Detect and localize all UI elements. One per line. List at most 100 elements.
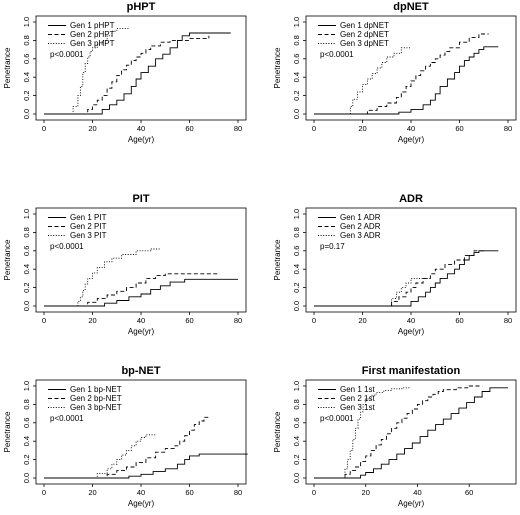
x-tick-label: 0: [312, 488, 316, 497]
legend-entry: Gen 1 bp-NET: [70, 385, 122, 394]
y-tick-label: 1.0: [22, 209, 31, 219]
x-tick-label: 60: [455, 124, 463, 133]
x-tick-label: 60: [465, 488, 473, 497]
x-tick-label: 20: [362, 488, 370, 497]
legend-entry: Gen 2 pHPT: [70, 30, 115, 39]
chart-panel-0: pHPT Penetrance Age(yr) 0.0 0.2 0.4 0.6 0.8 1.0 0…: [3, 1, 247, 144]
series-line-1: [44, 415, 210, 479]
series-line-1: [314, 33, 489, 115]
series-line-0: [314, 46, 499, 115]
p-value-annotation: p<0.0001: [320, 414, 354, 423]
y-tick-label: 0.2: [292, 90, 301, 100]
chart-panel-5: First manifestation Penetrance Age(yr) 0.0 0…: [273, 365, 517, 508]
p-value-annotation: p<0.0001: [320, 50, 354, 59]
y-tick-label: 1.0: [22, 17, 31, 27]
x-tick-label: 60: [455, 316, 463, 325]
plot-frame: [35, 15, 247, 121]
series-line-1: [44, 35, 210, 115]
y-tick-label: 0.8: [292, 35, 301, 45]
series-line-2: [314, 387, 410, 479]
y-tick-label: 1.0: [292, 209, 301, 219]
y-tick-label: 0.8: [22, 35, 31, 45]
x-tick-label: 80: [234, 488, 242, 497]
x-axis-label: Age(yr): [128, 327, 155, 336]
y-tick-label: 0.2: [22, 282, 31, 292]
series-line-0: [314, 250, 499, 307]
x-tick-label: 40: [137, 488, 145, 497]
plot-frame: [305, 379, 517, 485]
series-line-2: [314, 277, 431, 307]
x-tick-label: 40: [407, 124, 415, 133]
legend-entry: Gen 3 ADR: [340, 231, 381, 240]
x-axis-label: Age(yr): [128, 499, 155, 508]
legend-entry: Gen 1 dpNET: [340, 21, 389, 30]
y-tick-label: 0.4: [292, 436, 301, 446]
y-tick-label: 0.4: [22, 436, 31, 446]
legend-entry: Gen 3 pHPT: [70, 39, 115, 48]
x-tick-label: 0: [42, 124, 46, 133]
plot-frame: [305, 15, 517, 121]
x-tick-label: 40: [407, 316, 415, 325]
y-tick-label: 0.8: [292, 227, 301, 237]
y-tick-label: 0.4: [292, 264, 301, 274]
x-axis-label: Age(yr): [128, 135, 155, 144]
series-line-1: [314, 250, 484, 307]
x-tick-label: 20: [88, 316, 96, 325]
chart-title: PIT: [132, 193, 149, 205]
p-value-annotation: p=0.17: [320, 242, 345, 251]
y-axis-label: Penetrance: [273, 239, 282, 280]
legend-entry: Gen 3 1st: [340, 403, 375, 412]
legend-entry: Gen 1 1st: [340, 385, 375, 394]
x-tick-label: 40: [413, 488, 421, 497]
x-axis-label: Age(yr): [398, 499, 425, 508]
chart-panel-1: dpNET Penetrance Age(yr) 0.0 0.2 0.4 0.6 0.8 1.0…: [273, 1, 517, 144]
y-tick-label: 0.0: [292, 473, 301, 483]
legend-entry: Gen 1 ADR: [340, 213, 381, 222]
y-tick-label: 0.8: [22, 227, 31, 237]
y-tick-label: 0.4: [22, 264, 31, 274]
y-tick-label: 0.8: [22, 399, 31, 409]
chart-title: First manifestation: [362, 365, 461, 377]
y-tick-label: 0.2: [22, 90, 31, 100]
y-tick-label: 0.0: [292, 109, 301, 119]
y-axis-label: Penetrance: [3, 47, 12, 88]
x-tick-label: 0: [42, 316, 46, 325]
series-line-2: [44, 434, 156, 479]
p-value-annotation: p<0.0001: [50, 50, 84, 59]
y-tick-label: 0.4: [292, 72, 301, 82]
x-tick-label: 40: [137, 124, 145, 133]
y-tick-label: 0.6: [292, 246, 301, 256]
series-line-1: [314, 385, 483, 479]
series-line-0: [44, 453, 248, 479]
x-tick-label: 60: [185, 124, 193, 133]
y-tick-label: 0.6: [22, 418, 31, 428]
legend-entry: Gen 2 dpNET: [340, 30, 389, 39]
x-tick-label: 20: [358, 124, 366, 133]
x-tick-label: 80: [504, 124, 512, 133]
legend-entry: Gen 1 PIT: [70, 213, 107, 222]
x-tick-label: 20: [358, 316, 366, 325]
x-tick-label: 60: [185, 316, 193, 325]
x-tick-label: 0: [42, 488, 46, 497]
legend-entry: Gen 3 bp-NET: [70, 403, 122, 412]
x-tick-label: 80: [234, 316, 242, 325]
x-tick-label: 20: [88, 488, 96, 497]
y-tick-label: 0.8: [292, 399, 301, 409]
legend-entry: Gen 3 PIT: [70, 231, 107, 240]
chart-title: pHPT: [127, 1, 156, 13]
y-tick-label: 1.0: [292, 17, 301, 27]
x-tick-label: 60: [185, 488, 193, 497]
y-tick-label: 0.0: [22, 109, 31, 119]
legend-entry: Gen 2 PIT: [70, 222, 107, 231]
chart-title: ADR: [399, 193, 423, 205]
series-line-1: [44, 273, 219, 307]
y-tick-label: 0.2: [292, 282, 301, 292]
legend-entry: Gen 1 pHPT: [70, 21, 115, 30]
legend-entry: Gen 3 dpNET: [340, 39, 389, 48]
series-line-0: [44, 32, 231, 115]
chart-panel-2: PIT Penetrance Age(yr) 0.0 0.2 0.4 0.6 0.8 1.0 0 2…: [3, 193, 247, 336]
x-tick-label: 0: [312, 124, 316, 133]
y-tick-label: 0.6: [292, 418, 301, 428]
chart-panel-4: bp-NET Penetrance Age(yr) 0.0 0.2 0.4 0.6 0.8 1.…: [3, 365, 248, 508]
chart-title: dpNET: [393, 1, 429, 13]
